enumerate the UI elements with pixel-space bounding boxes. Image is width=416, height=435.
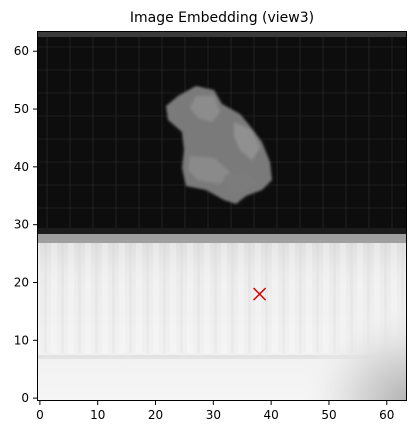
y-tick-label: 0 bbox=[21, 391, 29, 405]
gray-object bbox=[166, 86, 272, 204]
y-tick-label: 20 bbox=[14, 275, 29, 289]
x-tick-label: 20 bbox=[148, 408, 163, 422]
y-tick-label: 10 bbox=[14, 333, 29, 347]
x-tick-label: 60 bbox=[379, 408, 394, 422]
y-tick-label: 50 bbox=[14, 102, 29, 116]
x-tick-label: 50 bbox=[321, 408, 336, 422]
marker-stroke bbox=[253, 287, 267, 301]
y-tick-label: 30 bbox=[14, 218, 29, 232]
x-axis: 0 10 20 30 40 50 60 bbox=[36, 401, 394, 422]
x-tick-label: 40 bbox=[264, 408, 279, 422]
x-tick-label: 30 bbox=[206, 408, 221, 422]
x-tick-label: 0 bbox=[36, 408, 44, 422]
marker-x-icon bbox=[253, 287, 267, 301]
embedding-image bbox=[37, 31, 407, 401]
y-tick-label: 60 bbox=[14, 44, 29, 58]
y-axis: 0 10 20 30 40 50 60 bbox=[14, 44, 37, 405]
chart-title: Image Embedding (view3) bbox=[130, 10, 314, 26]
y-tick-label: 40 bbox=[14, 160, 29, 174]
x-tick-label: 10 bbox=[90, 408, 105, 422]
